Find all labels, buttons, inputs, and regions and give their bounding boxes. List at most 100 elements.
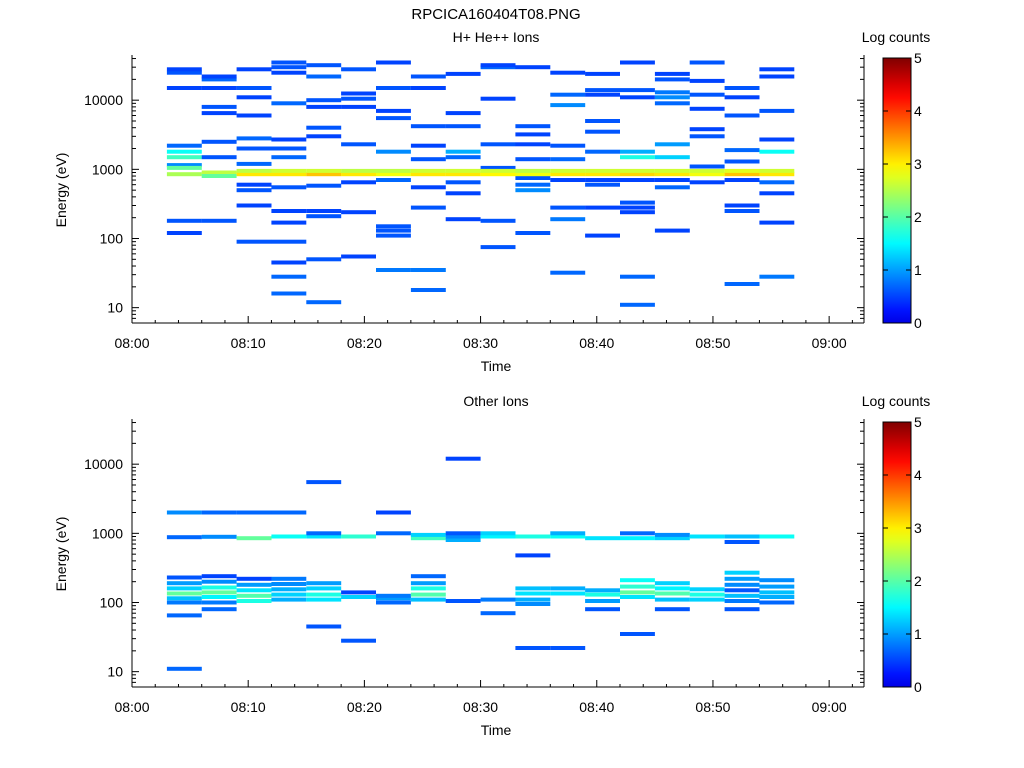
colorbar-tick-label: 1 (914, 626, 922, 642)
heatmap-cell (306, 480, 342, 485)
heatmap-cell (376, 600, 411, 605)
heatmap-cell (201, 218, 237, 223)
heatmap-cell (724, 576, 760, 581)
heatmap-cell (271, 168, 307, 173)
heatmap-bins (166, 60, 795, 307)
heatmap-cell (201, 574, 237, 579)
heatmap-cell (759, 149, 795, 154)
y-tick-label: 10 (107, 664, 123, 680)
heatmap-cell (445, 172, 481, 177)
colorbar-gradient (882, 57, 912, 324)
heatmap-cell (759, 168, 795, 173)
heatmap-cell (550, 270, 586, 275)
x-tick-label: 08:30 (463, 335, 498, 351)
heatmap-cell (620, 88, 655, 93)
heatmap-cell (201, 595, 237, 599)
x-tick-label: 08:00 (114, 699, 149, 715)
heatmap-cell (236, 168, 272, 173)
plot-axes (131, 55, 865, 324)
heatmap-cell (654, 185, 690, 190)
heatmap-cell (515, 586, 551, 591)
heatmap-cell (271, 291, 307, 296)
heatmap-cell (654, 228, 690, 233)
heatmap-cell (585, 233, 620, 238)
heatmap-cell (166, 149, 202, 154)
colorbar-tick-label: 5 (914, 50, 922, 66)
panel-other-ions: Other Ions Log counts Time Energy (eV) 0… (53, 393, 930, 738)
heatmap-cell (201, 607, 237, 612)
heatmap-cell (689, 592, 725, 597)
heatmap-cell (166, 581, 202, 586)
heatmap-cell (271, 172, 307, 177)
heatmap-cell (620, 584, 655, 589)
heatmap-cell (515, 124, 551, 129)
heatmap-cell (376, 108, 411, 113)
heatmap-cell (271, 60, 307, 65)
heatmap-cell (445, 111, 481, 116)
heatmap-cell (759, 191, 795, 196)
heatmap-cell (654, 607, 690, 612)
heatmap-cell (410, 586, 446, 591)
heatmap-cell (341, 104, 376, 109)
heatmap-cell (271, 101, 307, 106)
colorbar: 0 1 2 3 4 5 (882, 50, 922, 331)
heatmap-cell (480, 611, 516, 616)
heatmap-cell (620, 155, 655, 160)
heatmap-cell (271, 220, 307, 225)
heatmap-cell (445, 180, 481, 185)
heatmap-cell (306, 63, 342, 68)
heatmap-cell (341, 168, 376, 173)
heatmap-cell (759, 74, 795, 79)
heatmap-cell (166, 231, 202, 235)
heatmap-cell (689, 164, 725, 169)
heatmap-cell (480, 168, 516, 173)
heatmap-cell (515, 182, 551, 187)
heatmap-cell (759, 584, 795, 589)
heatmap-cell (236, 536, 272, 541)
heatmap-cell (445, 538, 481, 542)
heatmap-cell (689, 134, 725, 139)
heatmap-cell (620, 205, 655, 210)
heatmap-cell (410, 157, 446, 162)
heatmap-cell (585, 182, 620, 187)
heatmap-cell (724, 588, 760, 593)
heatmap-cell (236, 182, 272, 187)
heatmap-cell (306, 183, 342, 188)
y-tick-label: 10000 (84, 92, 123, 108)
heatmap-cell (271, 582, 307, 586)
heatmap-cell (445, 168, 481, 173)
heatmap-cell (550, 168, 586, 173)
heatmap-cell (410, 172, 446, 177)
heatmap-cell (724, 159, 760, 164)
heatmap-cell (654, 178, 690, 182)
heatmap-cell (515, 602, 551, 606)
heatmap-cell (306, 168, 342, 173)
heatmap-cell (654, 142, 690, 147)
heatmap-cell (201, 510, 237, 515)
heatmap-cell (306, 125, 342, 130)
heatmap-cell (341, 96, 376, 101)
heatmap-cell (410, 268, 446, 272)
heatmap-cell (480, 531, 516, 536)
heatmap-cell (550, 172, 586, 177)
heatmap-cell (201, 174, 237, 178)
x-tick-label: 08:30 (463, 699, 498, 715)
heatmap-cell (654, 581, 690, 586)
heatmap-cell (759, 108, 795, 113)
colorbar-label: Log counts (862, 29, 931, 45)
heatmap-cell (585, 149, 620, 154)
heatmap-cell (515, 591, 551, 596)
heatmap-cell (410, 288, 446, 292)
heatmap-cell (166, 535, 202, 540)
heatmap-cell (724, 168, 760, 173)
heatmap-cell (166, 165, 202, 170)
heatmap-cell (445, 149, 481, 154)
heatmap-cell (166, 67, 202, 72)
heatmap-bins (166, 456, 795, 671)
heatmap-cell (376, 116, 411, 121)
heatmap-cell (166, 163, 202, 168)
heatmap-cell (341, 254, 376, 259)
heatmap-cell (306, 98, 342, 103)
heatmap-cell (550, 586, 586, 591)
